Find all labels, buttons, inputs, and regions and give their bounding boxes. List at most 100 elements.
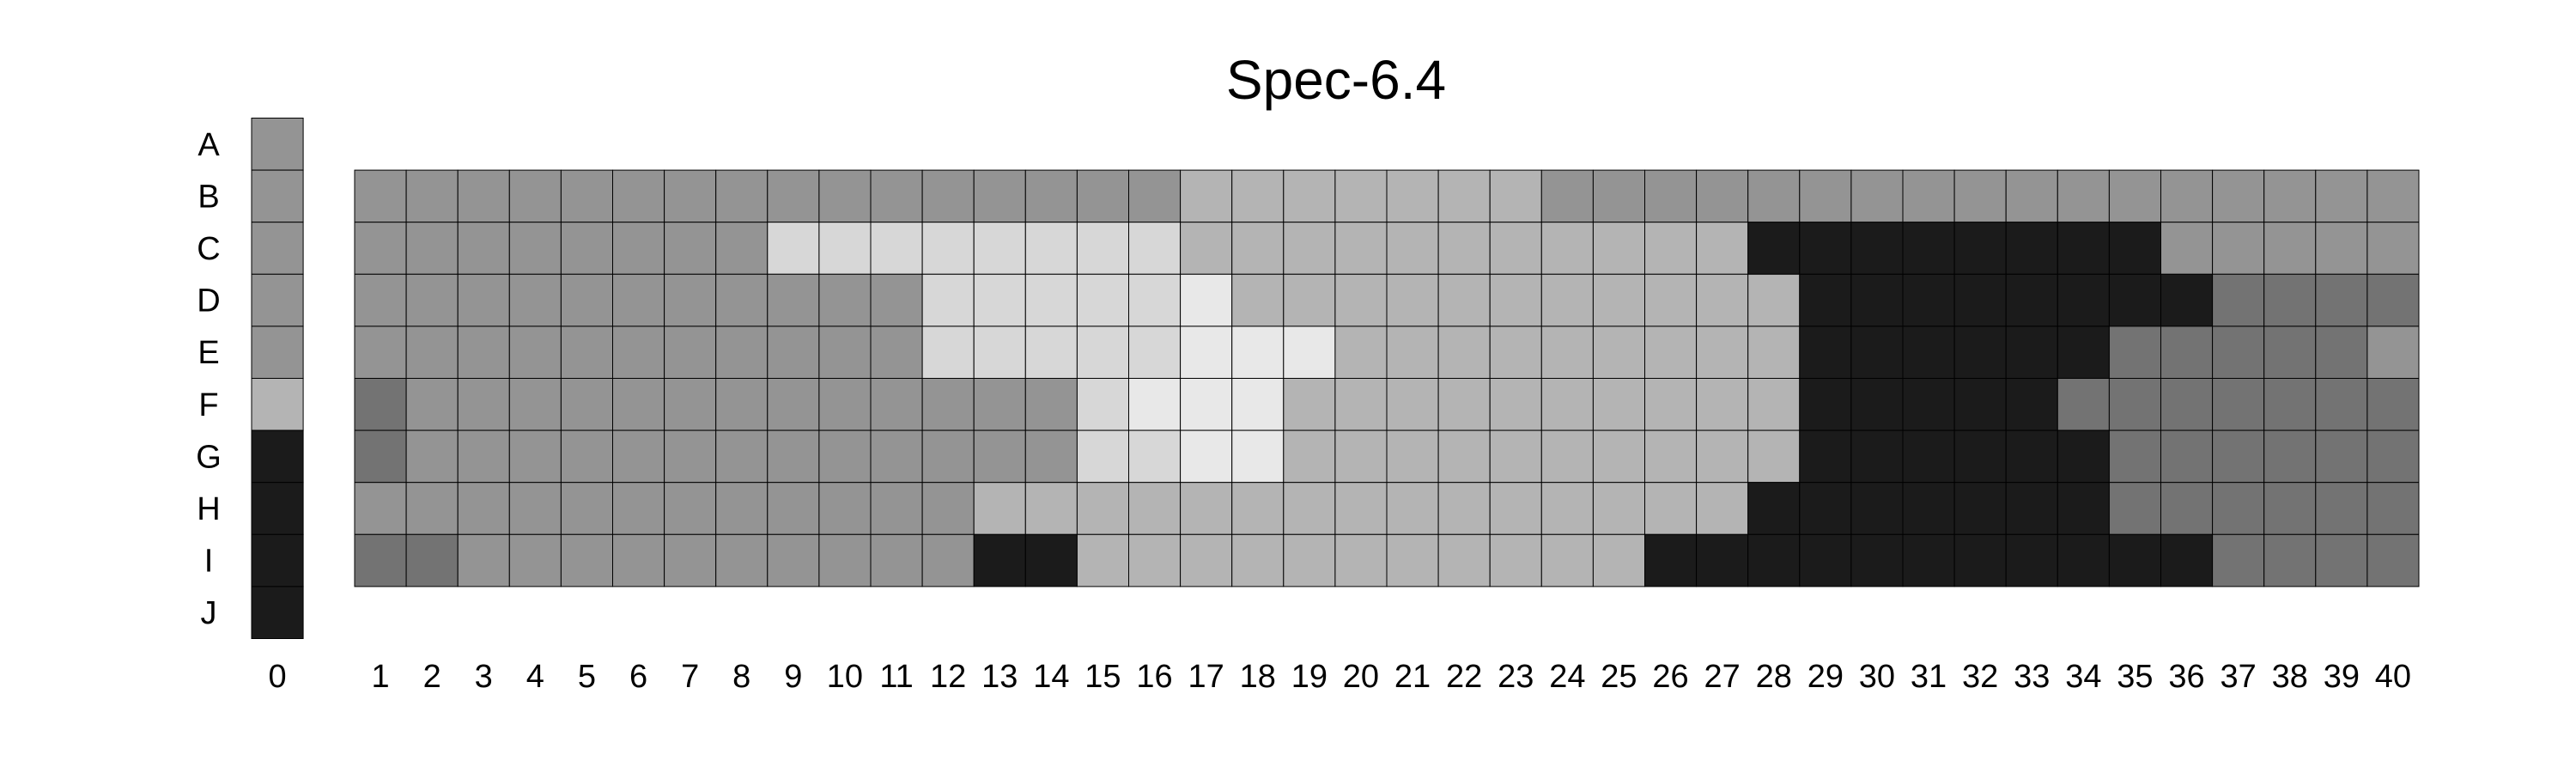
heatmap-cell (715, 222, 769, 275)
column-label: 2 (423, 659, 441, 695)
heatmap-cell (1850, 169, 1904, 223)
row-label: E (197, 335, 219, 371)
heatmap-cell (1953, 533, 2007, 587)
heatmap-cell (1850, 482, 1904, 535)
heatmap-cell (973, 222, 1026, 275)
heatmap-cell (354, 222, 407, 275)
column-label: 22 (1446, 659, 1482, 695)
heatmap-cell (1489, 378, 1542, 431)
row-label: F (198, 387, 218, 423)
heatmap-cell (1696, 273, 1749, 327)
heatmap-cell (1644, 378, 1698, 431)
column-label: 24 (1549, 659, 1585, 695)
heatmap-cell (1696, 429, 1749, 484)
heatmap-cell (2263, 533, 2317, 587)
heatmap-cell (664, 169, 717, 223)
heatmap-cell (921, 378, 975, 431)
heatmap-cell (560, 378, 614, 431)
heatmap-cell (2315, 533, 2368, 587)
heatmap-cell (2108, 533, 2161, 587)
heatmap-cell (508, 429, 562, 484)
heatmap-cell (2263, 482, 2317, 535)
heatmap-cell (2108, 429, 2161, 484)
heatmap-cell (664, 429, 717, 484)
heatmap-cell (1180, 273, 1233, 327)
heatmap-cell (818, 533, 872, 587)
column-label: 14 (1033, 659, 1069, 695)
heatmap-cell (1334, 222, 1388, 275)
column-label: 33 (2014, 659, 2050, 695)
heatmap-cell (1386, 326, 1439, 379)
heatmap-cell (508, 326, 562, 379)
column-label: 35 (2117, 659, 2153, 695)
heatmap-cell (1592, 482, 1646, 535)
heatmap-cell (1334, 429, 1388, 484)
heatmap-cell (1128, 482, 1182, 535)
heatmap-cell (1799, 482, 1852, 535)
heatmap-cell (767, 326, 820, 379)
column-label: 1 (371, 659, 389, 695)
heatmap-cell (1644, 533, 1698, 587)
heatmap-cell (1024, 378, 1078, 431)
heatmap-cell (2160, 378, 2214, 431)
heatmap-cell (2263, 169, 2317, 223)
heatmap-cell (2315, 169, 2368, 223)
heatmap-cell (2263, 273, 2317, 327)
heatmap-cell (354, 169, 407, 223)
row-label: B (197, 179, 219, 215)
heatmap-cell (1644, 273, 1698, 327)
heatmap-cell (354, 533, 407, 587)
column-label: 37 (2221, 659, 2257, 695)
heatmap-cell (2366, 222, 2420, 275)
column-label: 23 (1498, 659, 1534, 695)
heatmap-cell (1953, 169, 2007, 223)
heatmap-cell (715, 378, 769, 431)
heatmap-cell (1902, 169, 1955, 223)
heatmap-cell (251, 169, 304, 223)
heatmap-cell (664, 326, 717, 379)
heatmap-cell (251, 533, 304, 587)
heatmap-cell (1024, 482, 1078, 535)
heatmap-cell (1437, 482, 1491, 535)
heatmap-cell (2366, 533, 2420, 587)
heatmap-cell (818, 326, 872, 379)
heatmap-cell (1747, 533, 1801, 587)
column-label: 11 (879, 659, 913, 695)
heatmap-cell (1799, 429, 1852, 484)
heatmap-cell (1850, 533, 1904, 587)
heatmap-cell (2366, 482, 2420, 535)
column-label: 34 (2065, 659, 2101, 695)
heatmap-cell (921, 429, 975, 484)
column-label: 20 (1343, 659, 1379, 695)
heatmap-cell (1592, 273, 1646, 327)
column-label: 19 (1291, 659, 1327, 695)
heatmap-cell (1283, 326, 1336, 379)
heatmap-cell (1283, 169, 1336, 223)
heatmap-cell (1180, 429, 1233, 484)
heatmap-cell (1540, 533, 1594, 587)
heatmap-cell (2366, 378, 2420, 431)
heatmap-cell (457, 429, 510, 484)
heatmap-cell (1024, 326, 1078, 379)
heatmap-cell (1799, 378, 1852, 431)
heatmap-cell (1592, 533, 1646, 587)
heatmap-cell (457, 378, 510, 431)
heatmap-cell (1902, 273, 1955, 327)
row-label: H (197, 491, 220, 527)
heatmap-cell (612, 169, 665, 223)
heatmap-cell (1437, 169, 1491, 223)
heatmap-cell (2057, 326, 2110, 379)
heatmap-cell (457, 273, 510, 327)
heatmap-cell (405, 533, 459, 587)
heatmap-cell (560, 326, 614, 379)
row-label: A (197, 127, 220, 163)
heatmap-cell (767, 429, 820, 484)
heatmap-cell (1902, 326, 1955, 379)
heatmap-cell (2057, 533, 2110, 587)
column-label: 10 (827, 659, 863, 695)
heatmap-cell (1231, 482, 1285, 535)
row-label: D (197, 283, 220, 320)
heatmap-cell (1180, 222, 1233, 275)
heatmap-cell (2366, 326, 2420, 379)
